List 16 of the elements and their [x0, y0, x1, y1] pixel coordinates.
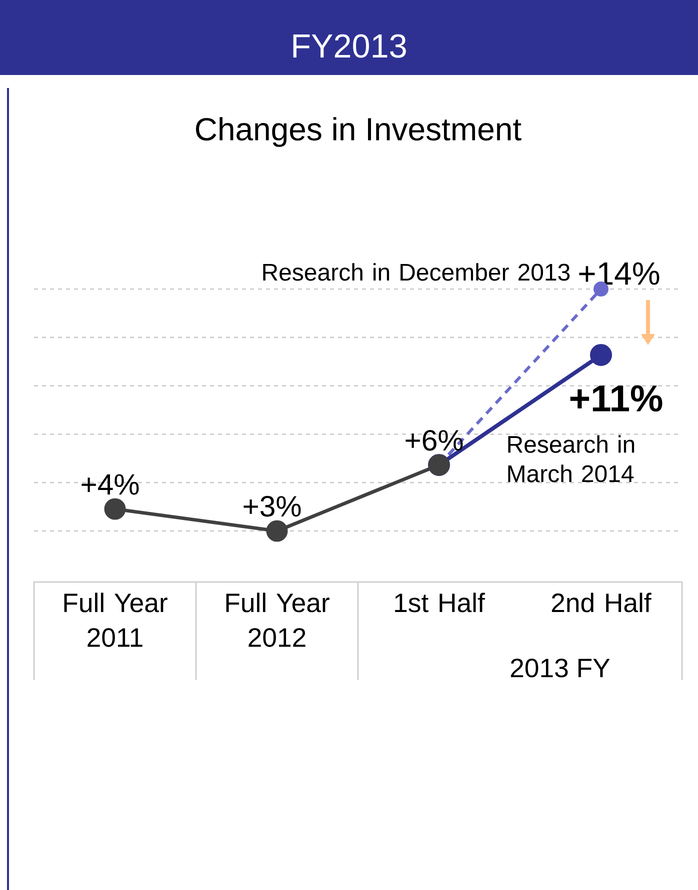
text: 2013 FY: [510, 658, 610, 678]
data-label: +6%: [406, 430, 463, 451]
point: [104, 498, 126, 520]
chart-subtitle: Changes in Investment: [196, 117, 522, 147]
series-label: Research in December 2013: [263, 263, 570, 281]
point: [590, 344, 612, 366]
x-tick-label: Full Year 2011: [64, 592, 168, 647]
x-tick-label: 2nd Half: [552, 592, 652, 612]
series-label: Research in March 2014: [508, 435, 634, 482]
x-tick-label: 1st Half: [395, 592, 485, 612]
data-label: +14%: [579, 262, 660, 285]
data-label: +3%: [244, 496, 301, 517]
point: [266, 520, 288, 542]
data-label: +11%: [570, 385, 662, 412]
data-label: +4%: [82, 474, 139, 495]
chart-title: FY2013: [293, 34, 406, 58]
